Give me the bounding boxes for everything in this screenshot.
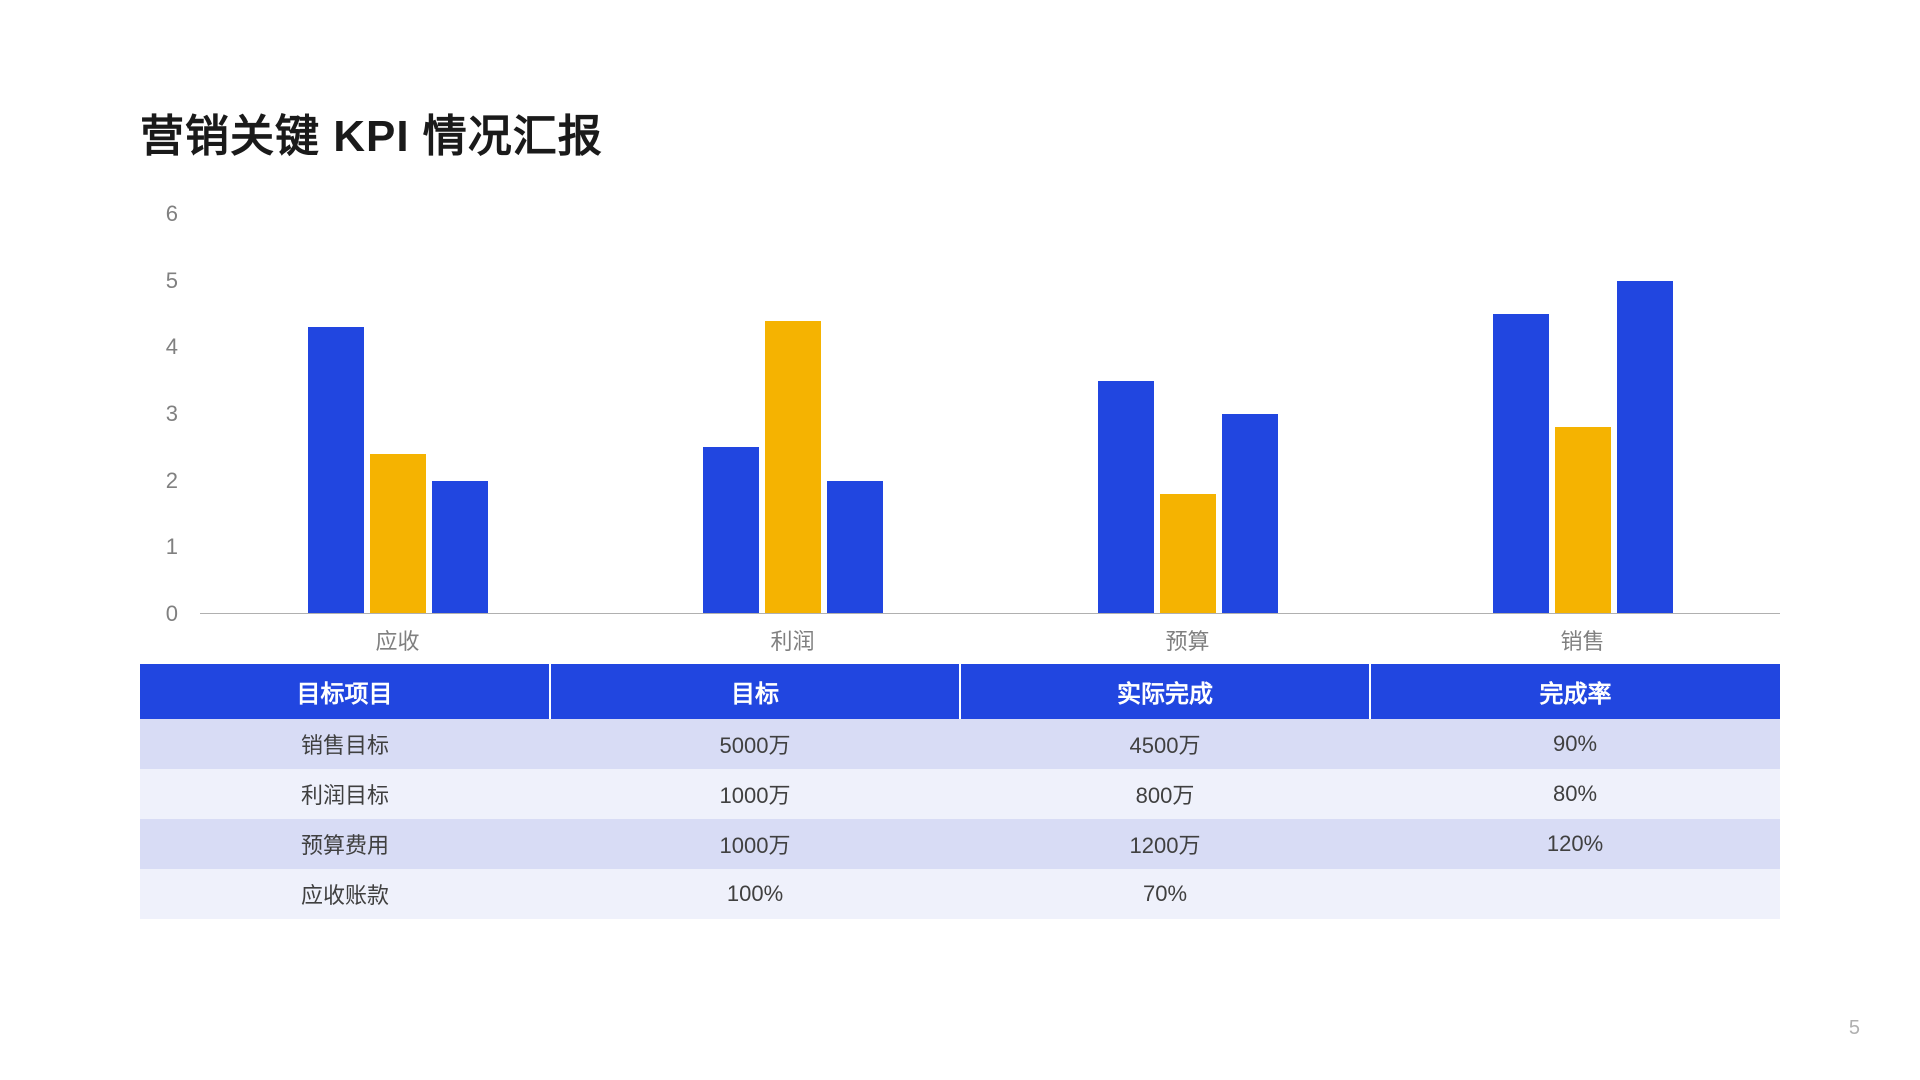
bar: [765, 321, 821, 614]
table-cell: 90%: [1370, 719, 1780, 769]
plot-area: [200, 214, 1780, 614]
y-tick-label: 6: [166, 201, 178, 227]
bar-group: [200, 214, 595, 614]
bar: [1222, 414, 1278, 614]
bar: [370, 454, 426, 614]
table-cell: [1370, 869, 1780, 919]
y-axis: 0123456: [140, 214, 190, 614]
bar: [1617, 281, 1673, 614]
bar: [1493, 314, 1549, 614]
bar-groups: [200, 214, 1780, 614]
table-cell: 80%: [1370, 769, 1780, 819]
table-row: 利润目标1000万800万80%: [140, 769, 1780, 819]
bar: [432, 481, 488, 614]
bar: [1098, 381, 1154, 614]
x-tick-label: 预算: [990, 624, 1385, 656]
bar-group: [990, 214, 1385, 614]
table-row: 应收账款100%70%: [140, 869, 1780, 919]
col-header: 完成率: [1370, 664, 1780, 719]
col-header: 目标项目: [140, 664, 550, 719]
slide-title: 营销关键 KPI 情况汇报: [140, 100, 1780, 164]
y-tick-label: 5: [166, 268, 178, 294]
bar: [703, 447, 759, 614]
bar-group: [1385, 214, 1780, 614]
table-cell: 1000万: [550, 769, 960, 819]
x-tick-label: 利润: [595, 624, 990, 656]
table-cell: 利润目标: [140, 769, 550, 819]
slide: 营销关键 KPI 情况汇报 0 1 2 3 4 5 6 应收利润预算销售 目标项目 目标 实…: [0, 0, 1920, 1080]
bar: [1160, 494, 1216, 614]
bar: [827, 481, 883, 614]
y-tick-label: 2: [166, 468, 178, 494]
table-cell: 100%: [550, 869, 960, 919]
table-cell: 120%: [1370, 819, 1780, 869]
table-row: 预算费用1000万1200万120%: [140, 819, 1780, 869]
table-cell: 4500万: [960, 719, 1370, 769]
y-tick-label: 4: [166, 334, 178, 360]
y-tick-label: 0: [166, 601, 178, 627]
table-header: 目标项目 目标 实际完成 完成率: [140, 664, 1780, 719]
table-cell: 800万: [960, 769, 1370, 819]
x-tick-label: 销售: [1385, 624, 1780, 656]
table-row: 销售目标5000万4500万90%: [140, 719, 1780, 769]
col-header: 实际完成: [960, 664, 1370, 719]
table-cell: 5000万: [550, 719, 960, 769]
y-tick-label: 1: [166, 534, 178, 560]
page-number: 5: [1849, 1017, 1860, 1040]
x-axis-labels: 应收利润预算销售: [200, 624, 1780, 656]
col-header: 目标: [550, 664, 960, 719]
kpi-table: 目标项目 目标 实际完成 完成率 销售目标5000万4500万90%利润目标10…: [140, 664, 1780, 919]
bar: [1555, 427, 1611, 614]
table-body: 销售目标5000万4500万90%利润目标1000万800万80%预算费用100…: [140, 719, 1780, 919]
table-cell: 销售目标: [140, 719, 550, 769]
table-cell: 1200万: [960, 819, 1370, 869]
bar-group: [595, 214, 990, 614]
x-baseline: [200, 613, 1780, 614]
y-tick-label: 3: [166, 401, 178, 427]
table-cell: 预算费用: [140, 819, 550, 869]
table-cell: 1000万: [550, 819, 960, 869]
table-cell: 应收账款: [140, 869, 550, 919]
x-tick-label: 应收: [200, 624, 595, 656]
table-cell: 70%: [960, 869, 1370, 919]
kpi-bar-chart: 0123456 应收利润预算销售: [140, 214, 1780, 614]
bar: [308, 327, 364, 614]
